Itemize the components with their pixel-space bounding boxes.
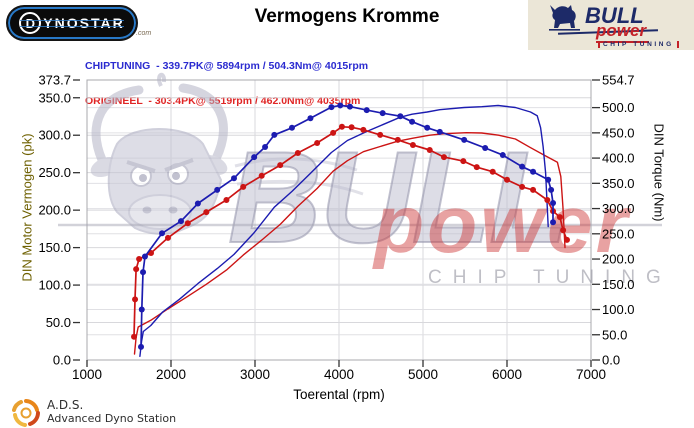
tick-label: 150.0 (38, 240, 71, 255)
dynostar-initial: D (19, 12, 42, 34)
tick-label: 0.0 (602, 353, 620, 368)
tick-label: 100.0 (602, 302, 635, 317)
bullpower-power-text: power (596, 21, 650, 43)
tick-label: 373.7 (38, 73, 71, 88)
bullpower-logo: BULL power CHIP TUNING (528, 0, 694, 50)
bull-icon (549, 5, 580, 31)
tick-label: 500.0 (602, 100, 635, 115)
dynostar-text: YNOSTAR (43, 15, 125, 31)
y-axis-left-label: DIN Motor Vermogen (pk) (19, 133, 35, 282)
tick-label: 200.0 (602, 252, 635, 267)
tick-label: 300.0 (38, 128, 71, 143)
tick-label: 7000 (576, 367, 606, 382)
bullpower-chip-text: CHIP TUNING (598, 41, 679, 48)
tick-label: 6000 (492, 367, 522, 382)
dynostar-domain-suffix: .com (136, 30, 152, 37)
tick-label: 250.0 (602, 226, 635, 241)
watermark-bull-text: BULL (228, 124, 567, 270)
watermark-chip-text: CHIP TUNING (428, 267, 672, 288)
dynostar-logo: D YNOSTAR (6, 5, 138, 41)
tick-label: 450.0 (602, 125, 635, 140)
tick-label: 554.7 (602, 73, 635, 88)
watermark-power-text: power (372, 179, 632, 270)
tick-label: 4000 (324, 367, 354, 382)
tick-label: 300.0 (602, 201, 635, 216)
tick-label: 250.0 (38, 165, 71, 180)
ads-swirl-icon (12, 399, 40, 427)
tick-label: 3000 (240, 367, 270, 382)
tick-label: 100.0 (38, 278, 71, 293)
y-axis-right-label: DIN Torque (Nm) (651, 123, 667, 222)
tick-label: 5000 (408, 367, 438, 382)
tick-label: 0.0 (53, 353, 71, 368)
curve-chiptuning-koppel-nm (138, 102, 557, 350)
tick-label: 200.0 (38, 203, 71, 218)
curve-origineel-koppel-nm (131, 123, 570, 340)
tick-label: 50.0 (46, 315, 71, 330)
page-title: Vermogens Kromme (254, 6, 440, 27)
tick-label: 350.0 (602, 176, 635, 191)
x-axis-label: Toerental (rpm) (293, 387, 385, 402)
ads-title: A.D.S. (47, 398, 84, 412)
axis-ticks-and-labels: 373.7 350.0 300.0 250.0 200.0 150.0 100.0 50.0 0… (38, 73, 634, 383)
ads-subtitle: Advanced Dyno Station (47, 412, 177, 425)
tick-label: 350.0 (38, 90, 71, 105)
tick-label: 1000 (72, 367, 102, 382)
legend-chiptuning: CHIPTUNING - 339.7PK@ 5894rpm / 504.3Nm@… (85, 60, 369, 72)
tick-label: 50.0 (602, 327, 627, 342)
tick-label: 150.0 (602, 277, 635, 292)
curve-origineel-vermogen-pk (133, 132, 566, 355)
bullpower-bull-text: BULL (585, 3, 644, 28)
tick-label: 2000 (156, 367, 186, 382)
tick-label: 400.0 (602, 151, 635, 166)
